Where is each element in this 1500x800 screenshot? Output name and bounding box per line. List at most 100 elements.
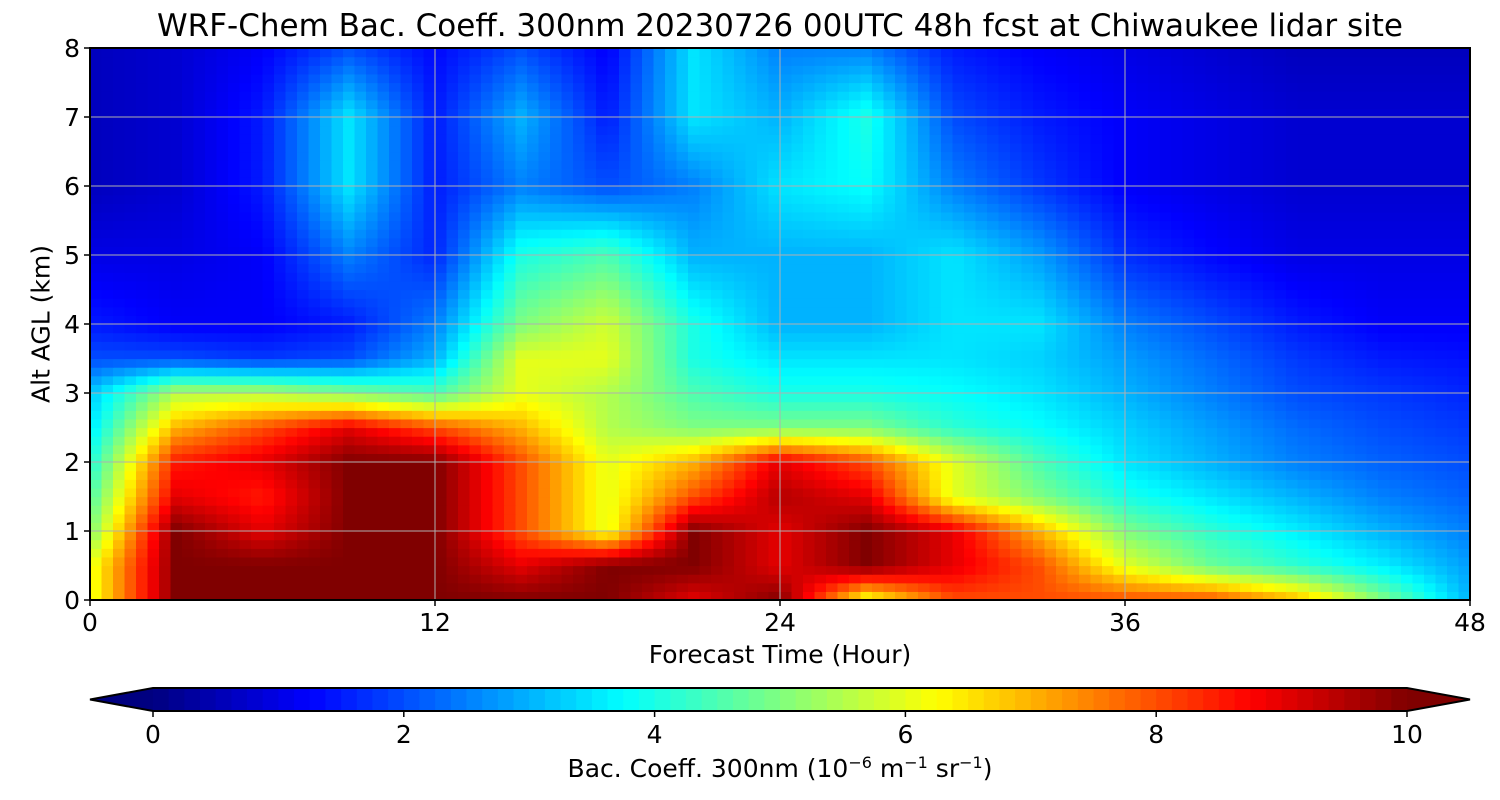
heatmap-cell: [205, 246, 218, 256]
heatmap-cell: [1205, 375, 1218, 385]
heatmap-cell: [665, 436, 678, 446]
heatmap-cell: [136, 280, 149, 291]
heatmap-cell: [136, 332, 149, 342]
heatmap-cell: [596, 255, 609, 265]
heatmap-cell: [124, 548, 137, 558]
heatmap-cell: [1205, 341, 1218, 351]
heatmap-cell: [849, 393, 862, 403]
heatmap-cell: [1309, 410, 1322, 420]
heatmap-cell: [918, 332, 931, 342]
heatmap-cell: [561, 393, 574, 403]
heatmap-cell: [1435, 462, 1448, 472]
heatmap-cell: [883, 349, 896, 360]
heatmap-cell: [964, 539, 977, 549]
heatmap-cell: [998, 306, 1011, 316]
heatmap-cell: [1113, 341, 1126, 351]
heatmap-cell: [895, 341, 908, 351]
heatmap-cell: [895, 531, 908, 541]
heatmap-cell: [630, 531, 643, 541]
heatmap-cell: [998, 315, 1011, 325]
heatmap-cell: [1125, 341, 1138, 351]
heatmap-cell: [1274, 487, 1287, 498]
heatmap-cell: [1286, 522, 1299, 532]
heatmap-cell: [228, 393, 241, 403]
heatmap-cell: [1412, 487, 1425, 498]
heatmap-cell: [734, 358, 747, 368]
heatmap-cell: [435, 453, 448, 463]
heatmap-cell: [745, 237, 758, 247]
heatmap-cell: [1079, 393, 1092, 403]
heatmap-cell: [182, 539, 195, 549]
heatmap-cell: [1251, 367, 1264, 377]
heatmap-cell: [159, 436, 172, 446]
heatmap-cell: [1217, 401, 1230, 411]
heatmap-cell: [1067, 280, 1080, 291]
heatmap-cell: [481, 418, 494, 429]
heatmap-cell: [642, 513, 655, 523]
heatmap-cell: [343, 453, 356, 463]
heatmap-cell: [136, 522, 149, 532]
heatmap-cell: [193, 539, 206, 549]
heatmap-cell: [929, 496, 942, 506]
heatmap-cell: [1021, 384, 1034, 394]
heatmap-cell: [101, 289, 114, 299]
heatmap-cell: [941, 556, 954, 567]
heatmap-cell: [1286, 315, 1299, 325]
heatmap-cell: [343, 418, 356, 429]
heatmap-cell: [1010, 341, 1023, 351]
heatmap-cell: [975, 522, 988, 532]
heatmap-cell: [711, 531, 724, 541]
heatmap-cell: [239, 332, 252, 342]
heatmap-cell: [308, 531, 321, 541]
heatmap-cell: [987, 358, 1000, 368]
heatmap-cell: [814, 470, 827, 480]
heatmap-cell: [722, 393, 735, 403]
heatmap-cell: [1148, 272, 1161, 282]
heatmap-cell: [676, 367, 689, 377]
heatmap-cell: [987, 418, 1000, 429]
heatmap-cell: [1297, 582, 1310, 592]
heatmap-cell: [975, 582, 988, 592]
heatmap-cell: [849, 427, 862, 437]
heatmap-cell: [1056, 263, 1069, 273]
heatmap-cell: [423, 505, 436, 515]
heatmap-cell: [872, 255, 885, 265]
heatmap-cell: [1389, 393, 1402, 403]
heatmap-cell: [515, 470, 528, 480]
heatmap-cell: [814, 280, 827, 291]
heatmap-cell: [1217, 462, 1230, 472]
heatmap-cell: [803, 280, 816, 291]
heatmap-cell: [492, 436, 505, 446]
heatmap-cell: [262, 453, 275, 463]
heatmap-cell: [1297, 349, 1310, 360]
heatmap-cell: [90, 324, 103, 334]
heatmap-cell: [975, 237, 988, 247]
heatmap-cell: [1010, 298, 1023, 308]
heatmap-cell: [699, 513, 712, 523]
heatmap-cell: [1401, 246, 1414, 256]
heatmap-cell: [550, 393, 563, 403]
heatmap-cell: [1366, 332, 1379, 342]
heatmap-cell: [745, 418, 758, 429]
heatmap-cell: [228, 341, 241, 351]
heatmap-cell: [320, 496, 333, 506]
heatmap-cell: [1355, 280, 1368, 291]
heatmap-cell: [1343, 479, 1356, 489]
heatmap-cell: [1171, 263, 1184, 273]
heatmap-cell: [1447, 582, 1460, 592]
heatmap-cell: [366, 272, 379, 282]
heatmap-cell: [837, 531, 850, 541]
heatmap-cell: [136, 487, 149, 498]
heatmap-cell: [1435, 367, 1448, 377]
heatmap-cell: [1332, 539, 1345, 549]
heatmap-cell: [1332, 556, 1345, 567]
heatmap-cell: [285, 513, 298, 523]
heatmap-cell: [412, 418, 425, 429]
heatmap-cell: [170, 401, 183, 411]
heatmap-cell: [918, 487, 931, 498]
heatmap-cell: [964, 591, 977, 600]
heatmap-cell: [251, 418, 264, 429]
heatmap-cell: [1412, 315, 1425, 325]
heatmap-cell: [699, 358, 712, 368]
heatmap-cell: [113, 298, 126, 308]
